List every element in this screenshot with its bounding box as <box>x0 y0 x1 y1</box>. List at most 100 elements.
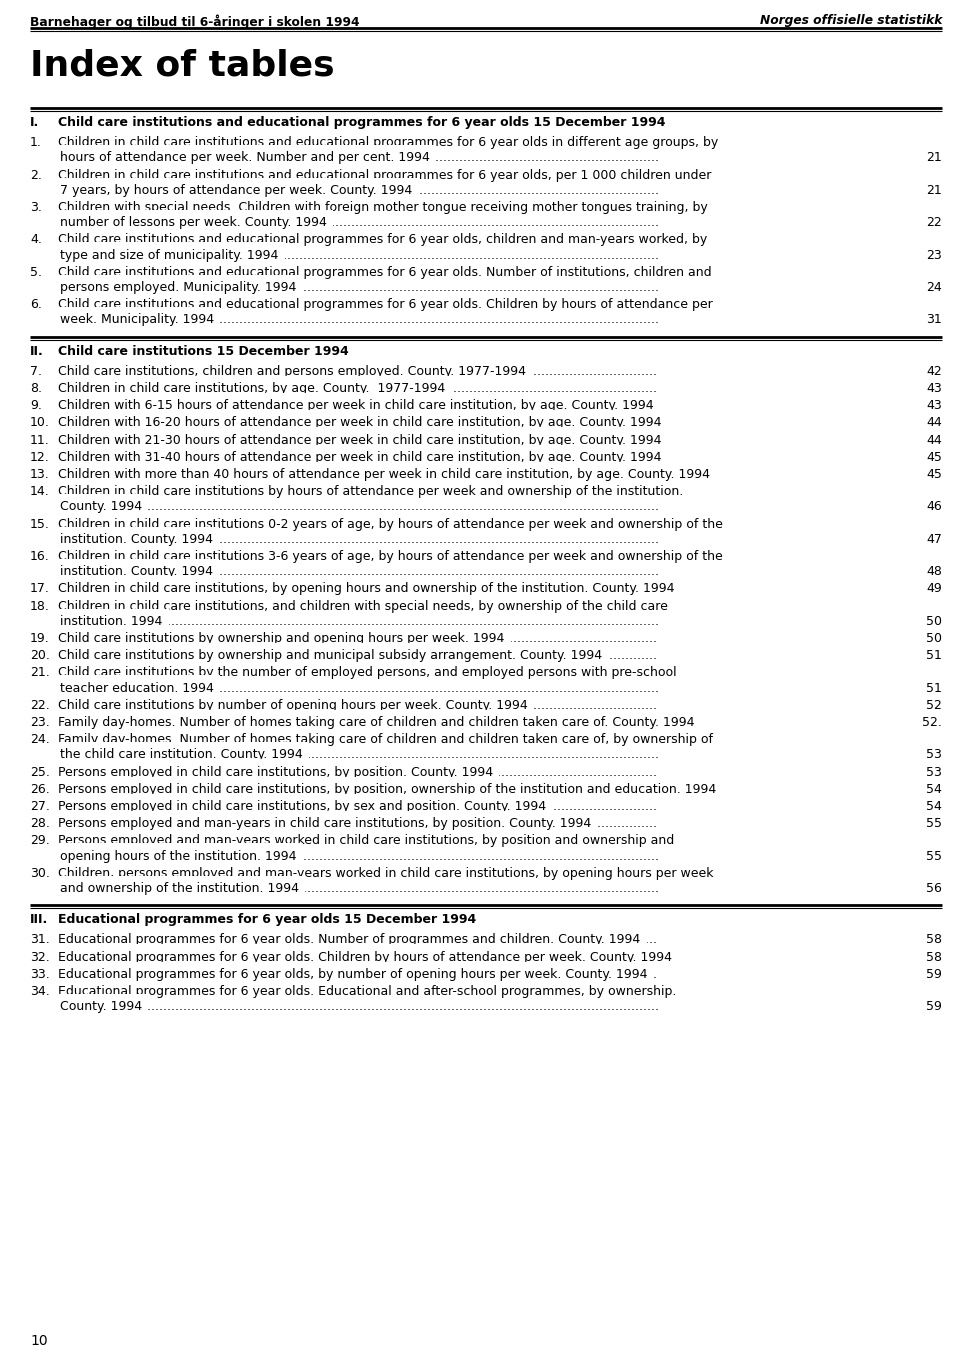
Text: 24.: 24. <box>30 734 50 746</box>
Text: 55: 55 <box>926 817 942 831</box>
Text: ................................................................................: ........................................… <box>58 400 658 412</box>
Text: 59: 59 <box>926 968 942 981</box>
Text: 45: 45 <box>926 468 942 481</box>
Text: Children with 21-30 hours of attendance per week in child care institution, by a: Children with 21-30 hours of attendance … <box>58 434 661 446</box>
Text: 53: 53 <box>926 765 942 779</box>
Text: institution. County. 1994: institution. County. 1994 <box>60 565 213 578</box>
Text: 16.: 16. <box>30 550 50 563</box>
Text: 7.: 7. <box>30 364 42 378</box>
Text: Child care institutions and educational programmes for 6 year olds. Children by : Child care institutions and educational … <box>58 299 712 311</box>
Text: ................................................................................: ........................................… <box>60 184 660 196</box>
Text: 3.: 3. <box>30 201 42 214</box>
Text: ................................................................................: ........................................… <box>58 968 658 981</box>
Text: I.: I. <box>30 116 39 130</box>
Text: ................................................................................: ........................................… <box>58 468 658 481</box>
Text: the child care institution. County. 1994: the child care institution. County. 1994 <box>60 749 302 761</box>
Text: 22: 22 <box>926 217 942 229</box>
Text: 9.: 9. <box>30 400 42 412</box>
Text: Educational programmes for 6 year olds. Number of programmes and children. Count: Educational programmes for 6 year olds. … <box>58 933 640 947</box>
Text: ................................................................................: ........................................… <box>60 151 660 165</box>
Text: ................................................................................: ........................................… <box>60 1000 660 1013</box>
Text: 21: 21 <box>926 151 942 165</box>
Text: ................................................................................: ........................................… <box>58 434 658 446</box>
Text: Children in child care institutions by hours of attendance per week and ownershi: Children in child care institutions by h… <box>58 486 684 498</box>
Text: Children in child care institutions, and children with special needs, by ownersh: Children in child care institutions, and… <box>58 600 668 612</box>
Text: Family day-homes. Number of homes taking care of children and children taken car: Family day-homes. Number of homes taking… <box>58 716 694 728</box>
Text: ................................................................................: ........................................… <box>58 716 658 728</box>
Text: Children in child care institutions, by age. County.  1977-1994: Children in child care institutions, by … <box>58 382 445 396</box>
Text: 19.: 19. <box>30 632 50 645</box>
Text: ................................................................................: ........................................… <box>58 801 658 813</box>
Text: Persons employed in child care institutions, by position, ownership of the insti: Persons employed in child care instituti… <box>58 783 716 795</box>
Text: Persons employed in child care institutions, by sex and position. County. 1994: Persons employed in child care instituti… <box>58 801 546 813</box>
Text: County. 1994: County. 1994 <box>60 1000 142 1013</box>
Text: 31: 31 <box>926 314 942 326</box>
Text: 22.: 22. <box>30 698 50 712</box>
Text: Child care institutions by ownership and opening hours per week. 1994: Child care institutions by ownership and… <box>58 632 504 645</box>
Text: 56: 56 <box>926 883 942 895</box>
Text: 21: 21 <box>926 184 942 196</box>
Text: Children with 16-20 hours of attendance per week in child care institution, by a: Children with 16-20 hours of attendance … <box>58 416 661 430</box>
Text: 1.: 1. <box>30 136 42 149</box>
Text: opening hours of the institution. 1994: opening hours of the institution. 1994 <box>60 850 297 862</box>
Text: Children in child care institutions 3-6 years of age, by hours of attendance per: Children in child care institutions 3-6 … <box>58 550 723 563</box>
Text: number of lessons per week. County. 1994: number of lessons per week. County. 1994 <box>60 217 326 229</box>
Text: 44: 44 <box>926 416 942 430</box>
Text: ................................................................................: ........................................… <box>60 749 660 761</box>
Text: teacher education. 1994: teacher education. 1994 <box>60 682 214 694</box>
Text: 32.: 32. <box>30 951 50 963</box>
Text: Children in child care institutions, by opening hours and ownership of the insti: Children in child care institutions, by … <box>58 582 675 596</box>
Text: and ownership of the institution. 1994: and ownership of the institution. 1994 <box>60 883 299 895</box>
Text: ................................................................................: ........................................… <box>58 382 658 396</box>
Text: Child care institutions and educational programmes for 6 year olds. Number of in: Child care institutions and educational … <box>58 266 711 278</box>
Text: Children in child care institutions 0-2 years of age, by hours of attendance per: Children in child care institutions 0-2 … <box>58 517 723 531</box>
Text: type and size of municipality. 1994: type and size of municipality. 1994 <box>60 248 278 262</box>
Text: Persons employed in child care institutions, by position. County. 1994: Persons employed in child care instituti… <box>58 765 493 779</box>
Text: 21.: 21. <box>30 667 50 679</box>
Text: 18.: 18. <box>30 600 50 612</box>
Text: Children with 6-15 hours of attendance per week in child care institution, by ag: Children with 6-15 hours of attendance p… <box>58 400 654 412</box>
Text: ................................................................................: ........................................… <box>60 533 660 546</box>
Text: Children with 6-15 hours of attendance per week in child care institution, by ag: Children with 6-15 hours of attendance p… <box>58 400 654 412</box>
Text: 23.: 23. <box>30 716 50 728</box>
Text: Child care institutions by ownership and municipal subsidy arrangement. County. : Child care institutions by ownership and… <box>58 649 602 662</box>
Text: 20.: 20. <box>30 649 50 662</box>
Text: Children, persons employed and man-years worked in child care institutions, by o: Children, persons employed and man-years… <box>58 866 713 880</box>
Text: Barnehager og tilbud til 6-åringer i skolen 1994: Barnehager og tilbud til 6-åringer i sko… <box>30 14 359 29</box>
Text: institution. 1994: institution. 1994 <box>60 615 162 627</box>
Text: 43: 43 <box>926 400 942 412</box>
Text: persons employed. Municipality. 1994: persons employed. Municipality. 1994 <box>60 281 297 295</box>
Text: 50: 50 <box>926 615 942 627</box>
Text: 29.: 29. <box>30 835 50 847</box>
Text: 15.: 15. <box>30 517 50 531</box>
Text: 5.: 5. <box>30 266 42 278</box>
Text: Family day-homes. Number of homes taking care of children and children taken car: Family day-homes. Number of homes taking… <box>58 716 694 728</box>
Text: Child care institutions and educational programmes for 6 year olds 15 December 1: Child care institutions and educational … <box>58 116 665 130</box>
Text: ................................................................................: ........................................… <box>60 883 660 895</box>
Text: Children with special needs. Children with foreign mother tongue receiving mothe: Children with special needs. Children wi… <box>58 201 708 214</box>
Text: 27.: 27. <box>30 801 50 813</box>
Text: 52: 52 <box>926 698 942 712</box>
Text: ................................................................................: ........................................… <box>58 450 658 464</box>
Text: ................................................................................: ........................................… <box>60 850 660 862</box>
Text: ................................................................................: ........................................… <box>58 783 658 795</box>
Text: 14.: 14. <box>30 486 50 498</box>
Text: Children with 16-20 hours of attendance per week in child care institution, by a: Children with 16-20 hours of attendance … <box>58 416 661 430</box>
Text: Children with more than 40 hours of attendance per week in child care institutio: Children with more than 40 hours of atte… <box>58 468 710 481</box>
Text: ................................................................................: ........................................… <box>58 933 658 947</box>
Text: Children with 31-40 hours of attendance per week in child care institution, by a: Children with 31-40 hours of attendance … <box>58 450 661 464</box>
Text: 47: 47 <box>926 533 942 546</box>
Text: 2.: 2. <box>30 169 42 181</box>
Text: 17.: 17. <box>30 582 50 596</box>
Text: institution. 1994: institution. 1994 <box>60 615 162 627</box>
Text: 7 years, by hours of attendance per week. County. 1994: 7 years, by hours of attendance per week… <box>60 184 412 196</box>
Text: institution. County. 1994: institution. County. 1994 <box>60 565 213 578</box>
Text: Family day-homes. Number of homes taking care of children and children taken car: Family day-homes. Number of homes taking… <box>58 734 713 746</box>
Text: 25.: 25. <box>30 765 50 779</box>
Text: 26.: 26. <box>30 783 50 795</box>
Text: 11.: 11. <box>30 434 50 446</box>
Text: ................................................................................: ........................................… <box>58 364 658 378</box>
Text: institution. County. 1994: institution. County. 1994 <box>60 533 213 546</box>
Text: ................................................................................: ........................................… <box>60 248 660 262</box>
Text: persons employed. Municipality. 1994: persons employed. Municipality. 1994 <box>60 281 297 295</box>
